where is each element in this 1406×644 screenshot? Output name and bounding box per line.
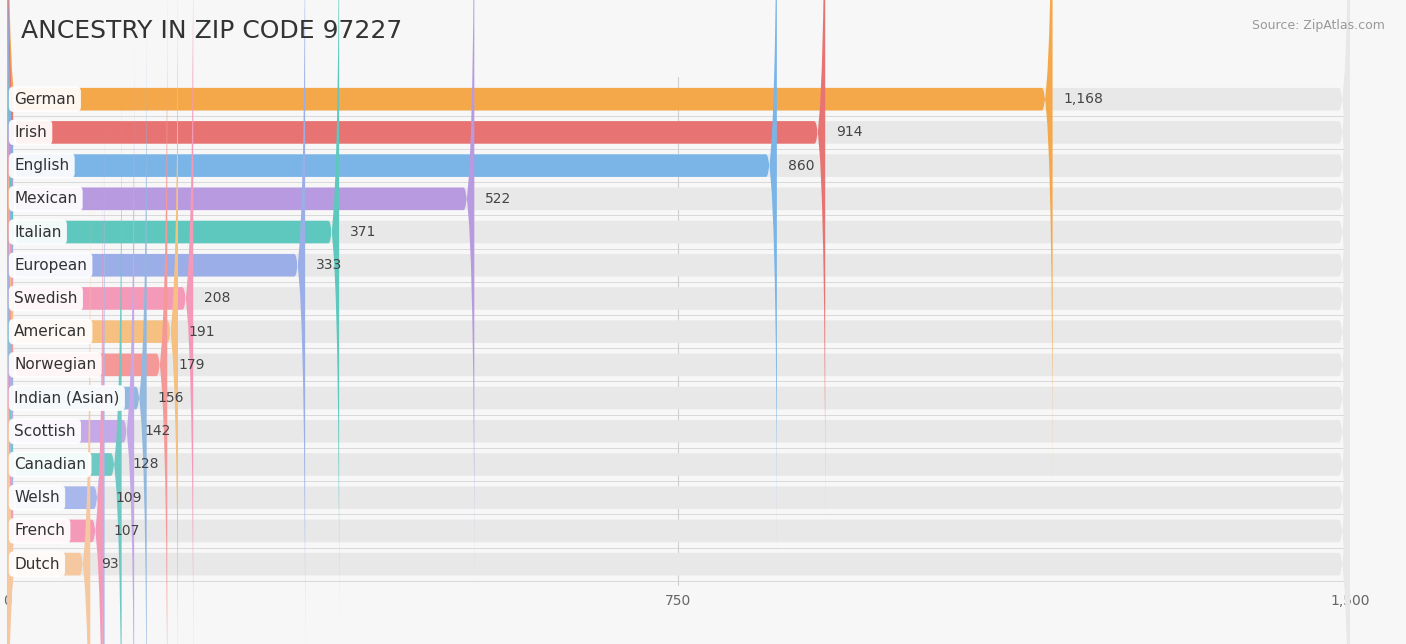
Text: 371: 371	[350, 225, 377, 239]
FancyBboxPatch shape	[7, 0, 1350, 553]
FancyBboxPatch shape	[7, 0, 1350, 620]
FancyBboxPatch shape	[7, 0, 474, 586]
FancyBboxPatch shape	[7, 0, 1350, 644]
FancyBboxPatch shape	[7, 44, 134, 644]
FancyBboxPatch shape	[7, 0, 1053, 486]
Text: European: European	[14, 258, 87, 273]
Text: Welsh: Welsh	[14, 490, 60, 505]
FancyBboxPatch shape	[7, 44, 1350, 644]
Text: English: English	[14, 158, 69, 173]
FancyBboxPatch shape	[7, 177, 1350, 644]
Text: Swedish: Swedish	[14, 291, 77, 306]
FancyBboxPatch shape	[7, 144, 103, 644]
FancyBboxPatch shape	[7, 0, 1350, 520]
FancyBboxPatch shape	[7, 0, 179, 644]
Text: Irish: Irish	[14, 125, 46, 140]
Text: Dutch: Dutch	[14, 556, 59, 572]
Text: 128: 128	[132, 457, 159, 471]
FancyBboxPatch shape	[7, 11, 1350, 644]
FancyBboxPatch shape	[7, 177, 90, 644]
Text: Norwegian: Norwegian	[14, 357, 97, 372]
FancyBboxPatch shape	[7, 0, 193, 644]
FancyBboxPatch shape	[7, 77, 1350, 644]
FancyBboxPatch shape	[7, 0, 1350, 644]
FancyBboxPatch shape	[7, 0, 825, 520]
FancyBboxPatch shape	[7, 0, 1350, 644]
FancyBboxPatch shape	[7, 0, 1350, 586]
FancyBboxPatch shape	[7, 0, 1350, 486]
Text: ANCESTRY IN ZIP CODE 97227: ANCESTRY IN ZIP CODE 97227	[21, 19, 402, 43]
Text: 860: 860	[787, 158, 814, 173]
FancyBboxPatch shape	[7, 0, 1350, 644]
Text: Scottish: Scottish	[14, 424, 76, 439]
Text: 107: 107	[114, 524, 141, 538]
Text: 142: 142	[145, 424, 172, 439]
Text: Indian (Asian): Indian (Asian)	[14, 390, 120, 406]
Text: 914: 914	[837, 126, 862, 139]
FancyBboxPatch shape	[7, 144, 1350, 644]
Text: 522: 522	[485, 192, 512, 206]
Text: 191: 191	[188, 325, 215, 339]
Text: 93: 93	[101, 557, 118, 571]
FancyBboxPatch shape	[7, 11, 146, 644]
Text: 208: 208	[204, 292, 231, 305]
Text: 179: 179	[179, 358, 204, 372]
Text: 333: 333	[316, 258, 342, 272]
Text: German: German	[14, 91, 76, 107]
Text: Mexican: Mexican	[14, 191, 77, 206]
Text: Canadian: Canadian	[14, 457, 86, 472]
Text: 1,168: 1,168	[1063, 92, 1104, 106]
Text: French: French	[14, 524, 65, 538]
FancyBboxPatch shape	[7, 0, 778, 553]
FancyBboxPatch shape	[7, 77, 121, 644]
FancyBboxPatch shape	[7, 0, 167, 644]
FancyBboxPatch shape	[7, 111, 104, 644]
FancyBboxPatch shape	[7, 0, 339, 620]
Text: Italian: Italian	[14, 225, 62, 240]
FancyBboxPatch shape	[7, 111, 1350, 644]
Text: 109: 109	[115, 491, 142, 505]
Text: 156: 156	[157, 391, 184, 405]
Text: Source: ZipAtlas.com: Source: ZipAtlas.com	[1251, 19, 1385, 32]
Text: American: American	[14, 324, 87, 339]
FancyBboxPatch shape	[7, 0, 305, 644]
